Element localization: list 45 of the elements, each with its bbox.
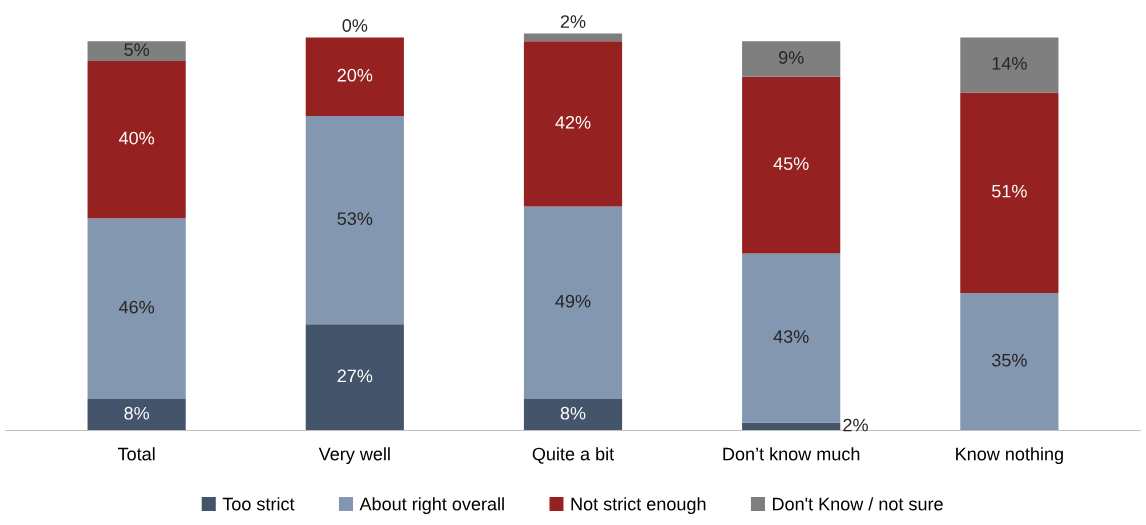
- data-label: 51%: [992, 184, 1027, 198]
- legend-label: Not strict enough: [571, 497, 706, 514]
- data-label: 20%: [337, 68, 373, 82]
- data-label: 43%: [773, 330, 809, 343]
- x-tick-label: Very well: [318, 447, 390, 464]
- bar: [305, 37, 404, 117]
- bar: [87, 399, 186, 431]
- data-label: 5%: [124, 43, 150, 57]
- legend-label: Too strict: [222, 497, 295, 511]
- bar: [960, 92, 1059, 293]
- bar: [523, 399, 623, 431]
- bar: [305, 324, 404, 431]
- x-tick-label: Total: [117, 447, 155, 461]
- data-label: 14%: [992, 57, 1027, 70]
- bar: [523, 41, 623, 207]
- bar: [742, 253, 841, 423]
- data-label: 49%: [555, 294, 591, 308]
- bar: [960, 292, 1059, 431]
- x-tick-label: Know nothing: [956, 447, 1063, 464]
- bar: [305, 116, 404, 325]
- data-label: 2%: [843, 418, 868, 432]
- data-label: 35%: [991, 353, 1027, 367]
- bar: [523, 206, 623, 400]
- legend-label: About right overall: [359, 497, 504, 514]
- data-label: 8%: [124, 406, 150, 420]
- data-label: 45%: [773, 157, 809, 171]
- data-label: 8%: [560, 406, 586, 420]
- bar: [87, 41, 186, 61]
- bar: [87, 61, 186, 219]
- data-label: 0%: [342, 19, 368, 32]
- data-label: 42%: [555, 115, 591, 129]
- data-label: 9%: [778, 51, 804, 64]
- bar: [742, 41, 841, 77]
- data-label: 53%: [337, 212, 373, 226]
- bar: [960, 37, 1059, 93]
- bar: [742, 76, 841, 254]
- x-tick-label: Quite a bit: [532, 447, 615, 464]
- data-label: 46%: [118, 300, 155, 314]
- bar: [523, 33, 623, 42]
- legend-label: Don't Know / not sure: [773, 497, 943, 511]
- data-label: 2%: [560, 15, 586, 28]
- x-tick-label: Don’t know much: [723, 447, 860, 461]
- data-label: 27%: [337, 369, 373, 383]
- data-label: 40%: [118, 131, 155, 145]
- bar: [87, 218, 186, 400]
